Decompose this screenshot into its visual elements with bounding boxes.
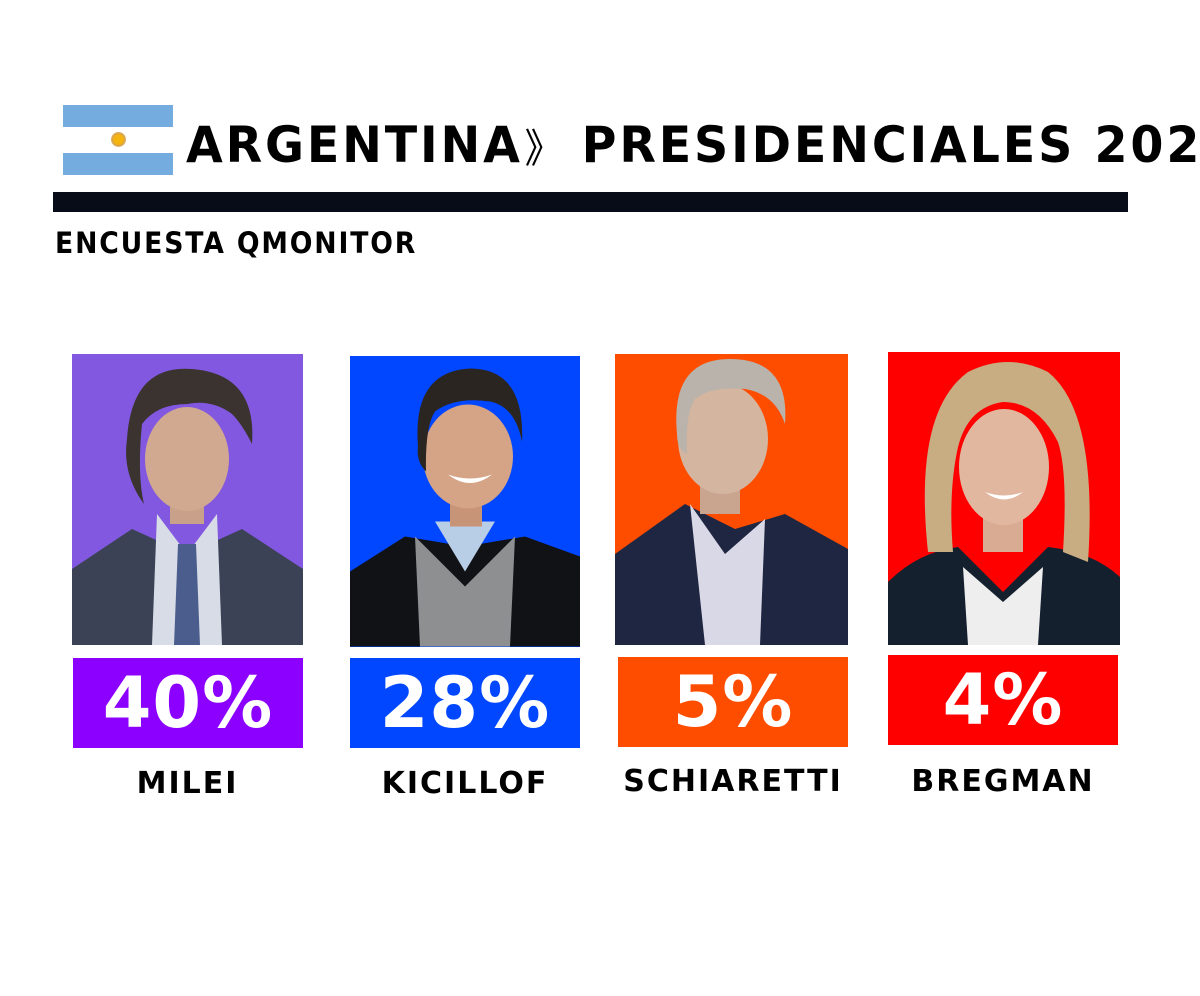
- poll-source-subtitle: ENCUESTA QMONITOR: [55, 226, 418, 260]
- sun-of-may-icon: [111, 132, 126, 147]
- candidate-photo-schiaretti: [615, 354, 848, 645]
- candidate-name-kicillof: KICILLOF: [381, 766, 549, 801]
- percent-box-bregman: 4%: [888, 655, 1118, 745]
- title-country: ARGENTINA: [186, 116, 523, 174]
- person-portrait-icon: [615, 359, 848, 645]
- person-portrait-icon: [350, 368, 580, 647]
- title-election: PRESIDENCIALES 2027: [581, 116, 1200, 174]
- candidate-name-bregman: BREGMAN: [911, 764, 1095, 799]
- candidate-photo-kicillof: [350, 356, 580, 647]
- candidate-photo-milei: [72, 354, 303, 645]
- candidate-name-schiaretti: SCHIARETTI: [623, 764, 843, 799]
- percent-box-schiaretti: 5%: [618, 657, 848, 747]
- candidate-name-milei: MILEI: [136, 766, 239, 801]
- page-title: ARGENTINA 》 PRESIDENCIALES 2027: [186, 112, 1200, 178]
- flag-stripe-bottom: [63, 153, 173, 175]
- percent-box-kicillof: 28%: [350, 658, 580, 748]
- flag-stripe-top: [63, 105, 173, 127]
- percent-box-milei: 40%: [73, 658, 303, 748]
- argentina-flag-icon: [63, 105, 173, 175]
- double-chevron-icon: 》: [524, 126, 563, 172]
- candidate-photo-bregman: [888, 352, 1120, 645]
- person-portrait-icon: [72, 368, 303, 645]
- person-portrait-icon: [888, 362, 1120, 645]
- title-divider-bar: [53, 192, 1128, 212]
